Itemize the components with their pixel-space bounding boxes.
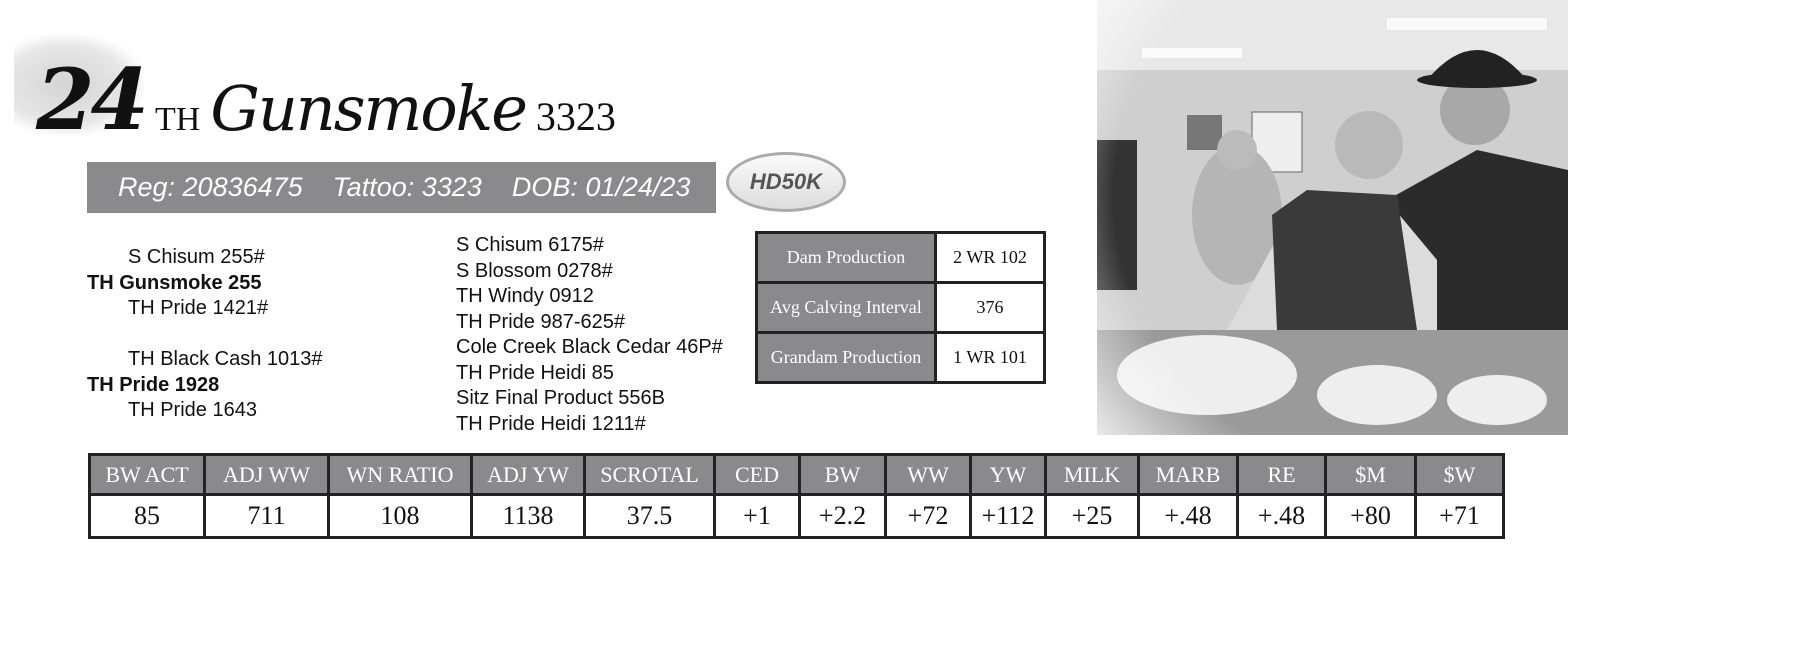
stats-value: +112: [969, 493, 1047, 539]
pedigree-entry: TH Black Cash 1013#: [128, 348, 323, 370]
animal-name: TH Gunsmoke 3323: [155, 78, 616, 140]
stats-header: BW ACT: [88, 453, 206, 496]
stats-header: $M: [1324, 453, 1417, 496]
stats-value: +.48: [1236, 493, 1327, 539]
stats-value: 37.5: [583, 493, 716, 539]
stats-value: +71: [1414, 493, 1505, 539]
pedigree-entry: TH Pride 1643: [128, 399, 257, 421]
stats-value: +72: [884, 493, 972, 539]
stats-value: +80: [1324, 493, 1417, 539]
ranch-logo-watermark: [14, 35, 144, 135]
tattoo: Tattoo: 3323: [332, 172, 482, 202]
pedigree-entry: TH Pride Heidi 85: [456, 361, 614, 384]
production-table: Dam Production 2 WR 102 Avg Calving Interv…: [755, 231, 1046, 384]
stats-header: WN RATIO: [327, 453, 473, 496]
production-value: 2 WR 102: [934, 231, 1046, 284]
stats-header: MILK: [1044, 453, 1140, 496]
stats-header: MARB: [1137, 453, 1239, 496]
hd50k-badge: HD50K: [726, 152, 846, 212]
owners-photo: [1097, 0, 1568, 435]
stats-value: 85: [88, 493, 206, 539]
lot-number: 24: [36, 50, 149, 149]
pedigree-entry: Cole Creek Black Cedar 46P#: [456, 336, 723, 358]
stats-header: RE: [1236, 453, 1327, 496]
stats-value: +1: [713, 493, 801, 539]
name-tag: 3323: [535, 94, 616, 139]
pedigree-right: S Chisum 6175# S Blossom 0278# TH Windy 09…: [456, 233, 723, 437]
pedigree-entry: S Chisum 6175#: [456, 234, 604, 256]
stats-header: ADJ YW: [470, 453, 586, 496]
stats-header: $W: [1414, 453, 1505, 496]
stats-header: BW: [798, 453, 887, 496]
dob: DOB: 01/24/23: [511, 172, 691, 202]
registration-bar: Reg: 20836475 Tattoo: 3323 DOB: 01/24/23: [87, 162, 716, 213]
production-row: Avg Calving Interval 376: [755, 281, 1046, 334]
production-row: Dam Production 2 WR 102: [755, 231, 1046, 284]
stats-value: 711: [203, 493, 330, 539]
name-script: Gunsmoke: [210, 72, 528, 145]
stats-header-row: BW ACT ADJ WW WN RATIO ADJ YW SCROTAL CED BW WW…: [88, 453, 1505, 496]
stats-header: YW: [969, 453, 1047, 496]
production-value: 376: [934, 281, 1046, 334]
name-prefix: TH: [155, 101, 201, 138]
stats-value: 1138: [470, 493, 586, 539]
stats-value: +.48: [1137, 493, 1239, 539]
pedigree-left: S Chisum 255# TH Gunsmoke 255 TH Pride 142…: [87, 245, 323, 424]
pedigree-entry: TH Gunsmoke 255: [87, 271, 262, 294]
pedigree-entry: TH Windy 0912: [456, 285, 594, 307]
pedigree-entry: TH Pride Heidi 1211#: [456, 412, 646, 435]
stats-header: CED: [713, 453, 801, 496]
pedigree-entry: TH Pride 1421#: [128, 297, 269, 319]
stats-value: +2.2: [798, 493, 887, 539]
pedigree-entry: S Blossom 0278#: [456, 259, 613, 282]
stats-value: +25: [1044, 493, 1140, 539]
pedigree-entry: [87, 322, 323, 348]
production-label: Dam Production: [755, 231, 937, 284]
production-label: Avg Calving Interval: [755, 281, 937, 334]
stats-value: 108: [327, 493, 473, 539]
stats-header: SCROTAL: [583, 453, 716, 496]
reg-number: Reg: 20836475: [118, 172, 303, 202]
stats-value-row: 85 711 108 1138 37.5 +1 +2.2 +72 +112 +25 +.48 +.48…: [88, 493, 1505, 539]
pedigree-entry: TH Pride 1928: [87, 373, 220, 396]
stats-header: ADJ WW: [203, 453, 330, 496]
production-label: Grandam Production: [755, 331, 937, 384]
pedigree-entry: Sitz Final Product 556B: [456, 387, 665, 409]
production-row: Grandam Production 1 WR 101: [755, 331, 1046, 384]
pedigree-entry: TH Pride 987-625#: [456, 310, 625, 333]
epd-stats-table: BW ACT ADJ WW WN RATIO ADJ YW SCROTAL CED BW WW…: [88, 453, 1505, 539]
pedigree-entry: S Chisum 255#: [128, 246, 265, 268]
stats-header: WW: [884, 453, 972, 496]
production-value: 1 WR 101: [934, 331, 1046, 384]
